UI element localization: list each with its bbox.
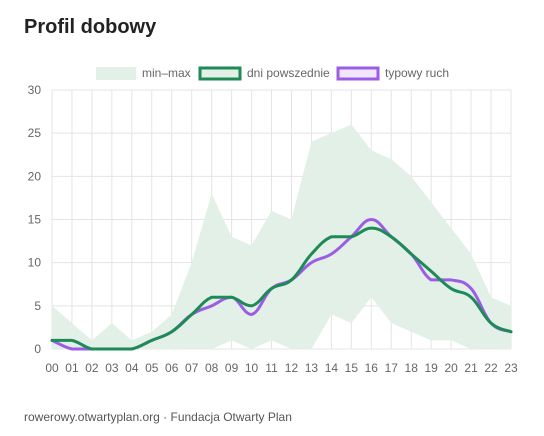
x-tick-label: 18 — [405, 361, 419, 375]
x-tick-label: 04 — [125, 361, 139, 375]
x-tick-label: 08 — [205, 361, 219, 375]
y-tick-label: 20 — [28, 169, 42, 183]
legend-label-dni-powszednie: dni powszednie — [247, 66, 330, 80]
y-tick-label: 5 — [34, 299, 41, 313]
x-tick-label: 09 — [225, 361, 239, 375]
x-tick-label: 15 — [345, 361, 359, 375]
x-tick-label: 17 — [385, 361, 399, 375]
x-tick-label: 00 — [45, 361, 59, 375]
legend-swatch-dni-powszednie — [198, 66, 242, 81]
x-tick-label: 12 — [285, 361, 299, 375]
min-max-area — [52, 124, 511, 350]
legend-label-min-max: min–max — [142, 66, 191, 80]
x-tick-label: 07 — [185, 361, 199, 375]
x-axis-ticks: 00 01 02 03 04 05 06 07 08 09 10 11 12 13 14 15 16 17 18 19… — [45, 361, 518, 375]
y-tick-label: 25 — [28, 126, 42, 140]
x-tick-label: 05 — [145, 361, 159, 375]
y-tick-label: 30 — [28, 83, 42, 97]
legend-label-typowy-ruch: typowy ruch — [385, 66, 449, 80]
x-tick-label: 01 — [65, 361, 79, 375]
y-tick-label: 0 — [34, 342, 41, 356]
footer-credit: rowerowy.otwartyplan.org · Fundacja Otwa… — [24, 410, 292, 424]
x-tick-label: 11 — [265, 361, 278, 375]
x-tick-label: 16 — [365, 361, 379, 375]
x-tick-label: 22 — [484, 361, 498, 375]
series-lines — [50, 218, 513, 351]
x-tick-label: 14 — [325, 361, 339, 375]
x-tick-label: 19 — [424, 361, 438, 375]
x-tick-label: 23 — [504, 361, 518, 375]
x-tick-label: 13 — [305, 361, 319, 375]
legend-swatch-min-max — [96, 67, 136, 80]
x-tick-label: 06 — [165, 361, 179, 375]
x-tick-label: 03 — [105, 361, 119, 375]
x-tick-label: 20 — [444, 361, 458, 375]
x-tick-label: 02 — [85, 361, 99, 375]
y-tick-label: 15 — [28, 213, 42, 227]
chart-title: Profil dobowy — [24, 16, 157, 38]
y-axis-ticks: 0 5 10 15 20 25 30 — [28, 83, 42, 356]
x-tick-label: 21 — [464, 361, 478, 375]
x-tick-label: 10 — [245, 361, 259, 375]
min-max-band — [52, 124, 511, 350]
chart-legend: min–max dni powszednie typowy ruch — [96, 66, 449, 81]
legend-swatch-typowy-ruch — [336, 66, 380, 81]
y-tick-label: 10 — [28, 256, 42, 270]
series-line-dni-powszednie — [50, 226, 513, 351]
